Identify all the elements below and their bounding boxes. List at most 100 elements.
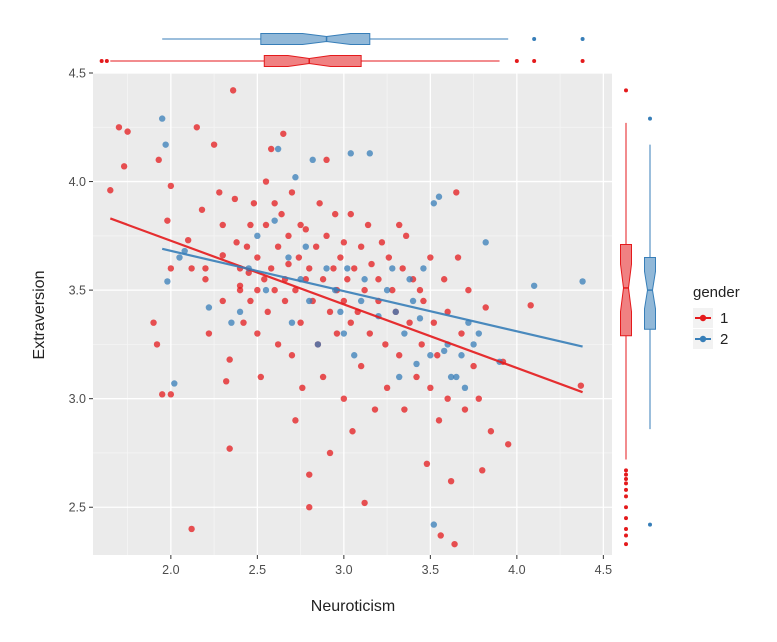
data-point-gender-1 bbox=[115, 124, 123, 131]
data-point-gender-1 bbox=[226, 445, 233, 452]
data-point-gender-1 bbox=[219, 221, 226, 229]
data-point-gender-1 bbox=[257, 373, 265, 381]
data-point-gender-1 bbox=[231, 195, 239, 203]
data-point-gender-1 bbox=[340, 239, 348, 246]
outlier-point bbox=[532, 37, 537, 41]
data-point-gender-1 bbox=[323, 156, 330, 164]
data-point-gender-2 bbox=[205, 304, 213, 311]
data-point-gender-1 bbox=[278, 210, 285, 218]
data-point-gender-2 bbox=[271, 217, 278, 224]
data-point-gender-1 bbox=[319, 276, 327, 283]
data-point-gender-1 bbox=[427, 384, 434, 392]
data-point-gender-1 bbox=[297, 319, 304, 326]
outlier-point bbox=[580, 37, 585, 41]
outlier-point bbox=[532, 59, 537, 63]
data-point-gender-1 bbox=[247, 221, 254, 229]
data-point-gender-1 bbox=[333, 330, 341, 337]
data-point-gender-1 bbox=[226, 356, 233, 363]
y-boxplot-gender-2 bbox=[644, 116, 656, 527]
outlier-point bbox=[514, 59, 519, 63]
data-point-gender-1 bbox=[453, 189, 460, 196]
data-point-gender-1 bbox=[167, 391, 175, 398]
data-point-gender-1 bbox=[167, 182, 175, 190]
data-point-gender-2 bbox=[383, 286, 391, 294]
data-point-gender-1 bbox=[382, 341, 389, 348]
data-point-gender-1 bbox=[240, 319, 247, 326]
outlier-point bbox=[624, 542, 628, 547]
data-point-gender-2 bbox=[420, 265, 427, 272]
data-point-gender-1 bbox=[306, 471, 313, 478]
y-tick-label: 3.5 bbox=[69, 284, 86, 298]
data-point-gender-1 bbox=[461, 406, 469, 413]
data-point-gender-1 bbox=[155, 156, 162, 164]
y-tick-label: 3.0 bbox=[69, 392, 86, 406]
data-point-gender-1 bbox=[479, 467, 486, 474]
data-point-gender-1 bbox=[434, 352, 441, 359]
legend: gender 1 2 bbox=[693, 284, 740, 349]
data-point-gender-1 bbox=[306, 265, 313, 272]
data-point-gender-2 bbox=[530, 282, 538, 289]
data-point-gender-1 bbox=[340, 297, 348, 305]
outlier-point bbox=[624, 505, 628, 510]
data-point-gender-1 bbox=[319, 373, 327, 381]
data-point-gender-2 bbox=[262, 286, 270, 294]
y-axis-title: Extraversion bbox=[31, 271, 48, 360]
data-point-gender-2 bbox=[347, 150, 354, 157]
data-point-gender-1 bbox=[458, 330, 465, 337]
data-point-gender-1 bbox=[267, 145, 275, 153]
data-point-gender-2 bbox=[361, 276, 368, 283]
data-point-gender-2 bbox=[366, 150, 373, 157]
x-marginal-boxplots bbox=[99, 33, 585, 67]
data-point-gender-1 bbox=[288, 352, 296, 359]
outlier-point bbox=[624, 487, 628, 492]
data-point-gender-2 bbox=[482, 239, 489, 246]
data-point-gender-1 bbox=[188, 265, 195, 272]
data-point-gender-2 bbox=[314, 341, 322, 348]
data-point-gender-2 bbox=[254, 232, 261, 240]
data-point-gender-1 bbox=[264, 308, 271, 316]
box-body bbox=[263, 55, 362, 67]
data-point-gender-1 bbox=[418, 341, 425, 348]
data-point-gender-1 bbox=[247, 297, 254, 305]
data-point-gender-1 bbox=[399, 265, 406, 272]
data-point-gender-1 bbox=[254, 330, 261, 337]
legend-key-point bbox=[699, 314, 707, 322]
legend-key-point bbox=[699, 335, 707, 343]
data-point-gender-2 bbox=[579, 278, 586, 285]
box-body bbox=[620, 244, 632, 337]
data-point-gender-1 bbox=[413, 373, 420, 381]
data-point-gender-2 bbox=[396, 373, 403, 381]
data-point-gender-1 bbox=[159, 391, 166, 398]
trend-line-gender-2 bbox=[161, 247, 583, 348]
data-point-gender-1 bbox=[402, 232, 410, 240]
data-point-gender-2 bbox=[164, 278, 171, 285]
outlier-point bbox=[624, 533, 628, 538]
data-point-gender-1 bbox=[577, 382, 585, 389]
data-point-gender-1 bbox=[416, 286, 424, 294]
data-point-gender-1 bbox=[427, 254, 434, 261]
data-point-gender-1 bbox=[351, 265, 358, 272]
data-point-gender-1 bbox=[378, 239, 386, 246]
data-point-gender-1 bbox=[332, 210, 339, 218]
data-point-gender-1 bbox=[361, 286, 368, 294]
data-point-gender-1 bbox=[396, 352, 403, 359]
data-point-gender-2 bbox=[475, 330, 482, 337]
data-point-gender-1 bbox=[233, 239, 240, 246]
data-point-gender-1 bbox=[385, 254, 393, 261]
data-point-gender-1 bbox=[205, 330, 213, 337]
data-point-gender-1 bbox=[361, 499, 368, 507]
data-point-gender-2 bbox=[430, 200, 438, 207]
data-point-gender-1 bbox=[153, 341, 161, 348]
y-tick-label: 4.0 bbox=[69, 175, 86, 189]
data-point-gender-1 bbox=[202, 265, 209, 272]
data-point-gender-2 bbox=[409, 297, 417, 305]
data-point-gender-2 bbox=[162, 141, 169, 148]
data-point-gender-2 bbox=[337, 308, 344, 316]
data-point-gender-2 bbox=[292, 174, 299, 181]
data-point-gender-1 bbox=[107, 187, 114, 194]
y-marginal-boxplots bbox=[620, 88, 656, 547]
legend-label: 2 bbox=[720, 331, 728, 348]
data-point-gender-1 bbox=[198, 206, 206, 213]
outlier-point bbox=[624, 516, 628, 521]
data-point-gender-1 bbox=[475, 395, 482, 402]
